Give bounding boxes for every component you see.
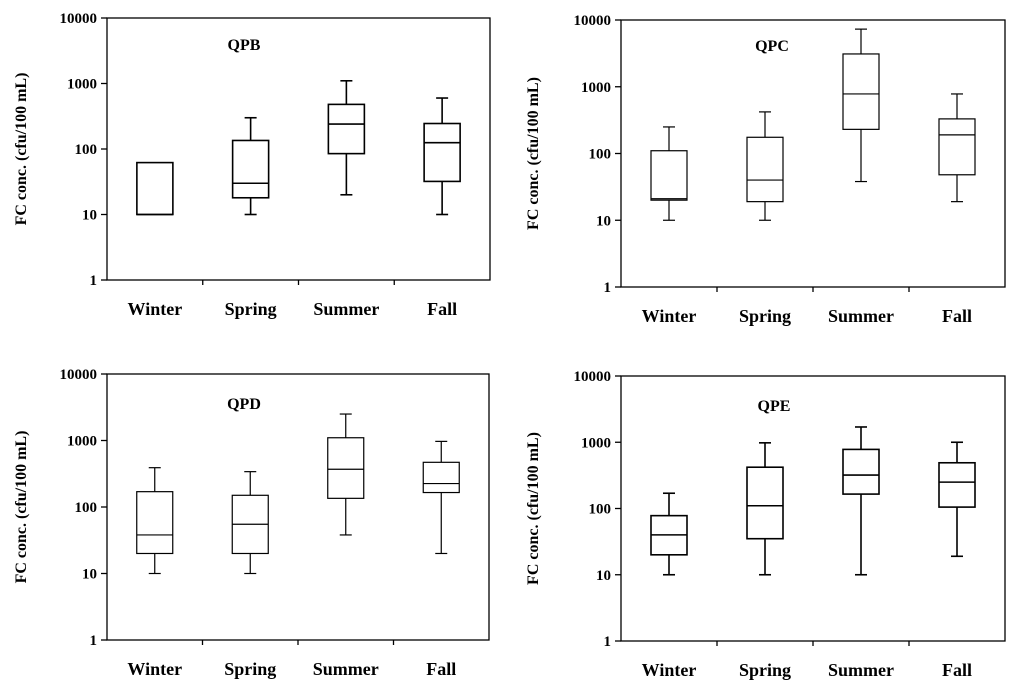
y-tick-label: 1000: [581, 80, 611, 96]
x-category-label: Spring: [739, 306, 791, 326]
box-iqr: [136, 161, 174, 216]
x-category-label: Fall: [942, 660, 972, 680]
box-iqr: [650, 150, 688, 201]
box-winter: [136, 161, 174, 216]
x-category-label: Winter: [127, 659, 182, 679]
box-spring: [231, 471, 269, 575]
panel-title: QPD: [227, 396, 261, 413]
x-category-label: Fall: [427, 299, 457, 319]
box-iqr: [842, 448, 880, 495]
box-iqr: [746, 136, 784, 203]
panel-title: QPB: [228, 37, 261, 54]
y-tick-label: 1: [90, 273, 98, 289]
box-summer: [842, 426, 880, 576]
chart-panel-qpc: 1 10 100 1000 10000 Winter Spring Summer Fall FC …: [525, 13, 1006, 326]
box-fall: [423, 97, 461, 216]
panel-title: QPC: [755, 38, 789, 55]
y-tick-label: 100: [75, 142, 98, 158]
x-category-label: Winter: [128, 299, 183, 319]
box-summer: [842, 28, 880, 183]
box-winter: [136, 467, 174, 575]
box-iqr: [327, 103, 366, 155]
x-category-label: Fall: [426, 659, 456, 679]
x-category-label: Spring: [739, 660, 791, 680]
y-tick-label: 100: [589, 147, 612, 163]
x-category-label: Winter: [642, 660, 697, 680]
y-axis-label: FC conc. (cfu/100 mL): [525, 77, 542, 230]
box-fall: [938, 93, 976, 203]
y-tick-label: 10000: [574, 369, 612, 385]
box-iqr: [423, 122, 461, 183]
box-iqr: [422, 461, 460, 494]
box-iqr: [136, 491, 174, 555]
y-tick-label: 100: [75, 500, 98, 516]
y-tick-label: 10000: [60, 367, 98, 383]
box-spring: [746, 442, 784, 576]
box-iqr: [231, 139, 270, 199]
y-tick-label: 10: [596, 213, 611, 229]
x-category-label: Summer: [828, 306, 894, 326]
y-tick-label: 1000: [581, 435, 611, 451]
box-spring: [231, 116, 270, 216]
y-tick-label: 10: [82, 567, 97, 583]
y-axis-label: FC conc. (cfu/100 mL): [13, 431, 30, 584]
x-category-label: Spring: [224, 659, 276, 679]
y-tick-label: 10000: [60, 11, 98, 27]
y-tick-label: 10000: [574, 13, 612, 29]
box-winter: [650, 492, 688, 576]
chart-panel-qpe: 1 10 100 1000 10000 Winter Spring Summer Fall FC …: [525, 369, 1006, 680]
x-category-label: Summer: [313, 659, 379, 679]
box-summer: [327, 413, 365, 536]
y-tick-label: 10: [596, 568, 611, 584]
box-summer: [327, 79, 366, 196]
box-iqr: [842, 53, 880, 130]
y-tick-label: 1000: [67, 77, 97, 93]
x-category-label: Summer: [828, 660, 894, 680]
y-tick-label: 1000: [67, 434, 97, 450]
y-tick-label: 1: [604, 280, 612, 296]
box-iqr: [746, 466, 784, 540]
y-tick-label: 1: [90, 633, 98, 649]
y-tick-label: 1: [604, 634, 612, 650]
box-iqr: [938, 118, 976, 176]
box-iqr: [938, 461, 976, 508]
panel-title: QPE: [758, 398, 791, 415]
y-tick-label: 10: [82, 208, 97, 224]
box-iqr: [327, 437, 365, 499]
y-axis-label: FC conc. (cfu/100 mL): [13, 73, 30, 226]
x-category-label: Winter: [642, 306, 697, 326]
box-fall: [422, 440, 460, 555]
x-category-label: Spring: [225, 299, 277, 319]
box-spring: [746, 111, 784, 221]
box-fall: [938, 441, 976, 558]
y-tick-label: 100: [589, 502, 612, 518]
box-winter: [650, 126, 688, 221]
chart-panel-qpb: 1 10 100 1000 10000 Winter Spring Summer Fall FC …: [13, 11, 491, 319]
chart-panel-qpd: 1 10 100 1000 10000 Winter Spring Summer Fall FC …: [13, 367, 490, 679]
y-axis-label: FC conc. (cfu/100 mL): [525, 432, 542, 585]
x-category-label: Fall: [942, 306, 972, 326]
plot-area-frame: [620, 375, 1006, 642]
x-category-label: Summer: [313, 299, 379, 319]
